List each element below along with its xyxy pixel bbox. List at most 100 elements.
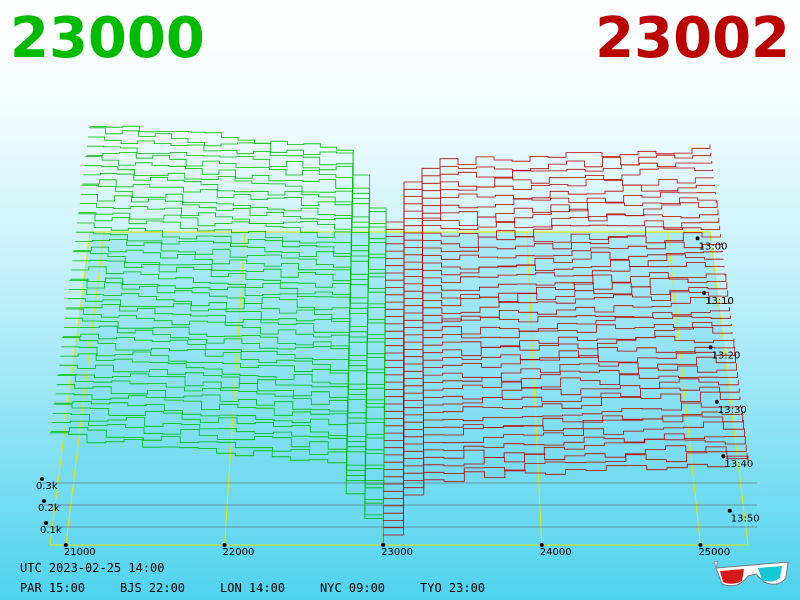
bid-depth-line	[81, 184, 386, 296]
z-tick-mark	[44, 521, 48, 525]
x-tick-mark	[539, 543, 544, 547]
ask-depth-line	[384, 282, 728, 361]
bid-depth-line	[78, 212, 386, 318]
bid-depth-line	[88, 136, 387, 245]
bid-depth-line	[87, 145, 387, 252]
bid-depth-line	[67, 298, 385, 405]
3d-glasses-icon[interactable]	[712, 556, 792, 592]
z-tick-mark	[42, 499, 46, 503]
ask-depth-line	[385, 272, 726, 347]
bid-depth-line	[55, 393, 385, 500]
time-tick-label: 13:40	[724, 459, 753, 470]
bid-depth-line	[84, 165, 387, 274]
bid-depth-line	[74, 246, 386, 354]
bid-depth-line	[57, 375, 385, 485]
time-tick-mark	[702, 290, 707, 295]
ask-depth-line	[384, 315, 731, 390]
x-gridline	[667, 231, 701, 546]
ask-depth-line	[384, 273, 727, 354]
bid-depth-line	[77, 213, 386, 325]
x-tick-mark	[63, 543, 68, 547]
z-tick-label: 0.1k	[40, 525, 62, 536]
time-tick-label: 13:30	[718, 405, 747, 416]
bid-depth-line	[50, 427, 384, 536]
bid-depth-line	[86, 152, 387, 260]
ask-depth-line	[384, 378, 739, 456]
ask-depth-line	[385, 225, 721, 303]
bid-depth-line	[83, 172, 386, 281]
ask-depth-line	[386, 144, 711, 223]
z-tick-label: 0.3k	[36, 481, 58, 492]
time-tick-label: 13:10	[705, 296, 734, 307]
bid-depth-line	[53, 403, 384, 514]
bid-depth-line	[69, 280, 385, 391]
bid-depth-line	[79, 203, 386, 311]
tz-nyc: NYC 09:00	[320, 581, 386, 595]
utc-time: UTC 2023-02-25 14:00	[20, 561, 165, 575]
time-tick-mark	[708, 345, 713, 350]
ask-depth-line	[385, 232, 721, 310]
bid-depth-line	[77, 222, 386, 332]
bid-depth-line	[89, 127, 387, 238]
time-tick-mark	[727, 508, 732, 513]
ask-depth-line	[385, 250, 723, 325]
bid-depth-line	[64, 317, 385, 427]
ask-depth-line	[383, 411, 744, 492]
bid-depth-line	[75, 239, 386, 347]
bid-depth-line	[73, 251, 386, 361]
ask-depth-line	[384, 297, 729, 376]
floor-edge	[49, 231, 91, 546]
ask-depth-line	[383, 444, 747, 521]
floor-edge	[709, 231, 749, 546]
bid-depth-line	[58, 373, 385, 478]
bid-depth-line	[61, 346, 385, 456]
ask-depth-line	[383, 436, 746, 514]
ask-depth-line	[383, 411, 743, 485]
bid-depth-line	[50, 432, 384, 543]
bid-depth-line	[90, 125, 387, 230]
tz-par: PAR 15:00	[20, 581, 86, 595]
time-tick-mark	[721, 454, 726, 459]
bid-depth-line	[82, 179, 386, 289]
bid-depth-line	[71, 266, 386, 376]
bid-depth-line	[85, 156, 387, 267]
time-tick-label: 13:00	[699, 241, 728, 252]
bid-depth-line	[54, 401, 384, 507]
ask-depth-line	[383, 451, 748, 529]
tz-bjs: BJS 22:00	[120, 581, 186, 595]
ask-depth-line	[383, 386, 740, 463]
x-tick-label: 21000	[64, 547, 96, 558]
bid-depth-line	[65, 308, 385, 420]
ask-depth-line	[385, 209, 719, 288]
bid-depth-line	[70, 277, 386, 383]
x-tick-mark	[381, 543, 386, 547]
ask-series	[383, 144, 749, 536]
ask-price: 23002	[595, 6, 790, 71]
bid-depth-line	[76, 231, 386, 340]
ask-depth-line	[385, 262, 725, 339]
bid-depth-line	[68, 289, 385, 398]
z-tick-label: 0.2k	[38, 503, 60, 514]
x-tick-label: 23000	[381, 547, 413, 558]
tz-tyo: TYO 23:00	[420, 581, 486, 595]
tz-lon: LON 14:00	[220, 581, 286, 595]
ask-depth-line	[384, 322, 732, 398]
bid-depth-line	[66, 304, 385, 412]
bid-depth-line	[56, 384, 385, 492]
x-tick-label: 22000	[223, 547, 255, 558]
ask-depth-line	[384, 335, 734, 412]
ask-depth-line	[383, 402, 742, 478]
z-tick-mark	[40, 477, 44, 481]
bid-price: 23000	[10, 6, 205, 71]
bid-depth-line	[52, 413, 384, 522]
ask-depth-line	[384, 355, 736, 434]
bid-depth-line	[51, 420, 384, 529]
x-tick-mark	[222, 543, 227, 547]
time-tick-label: 13:50	[731, 514, 760, 525]
time-tick-label: 13:20	[712, 350, 741, 361]
ask-depth-line	[384, 290, 729, 368]
time-tick-mark	[695, 236, 700, 241]
x-tick-label: 25000	[698, 547, 730, 558]
